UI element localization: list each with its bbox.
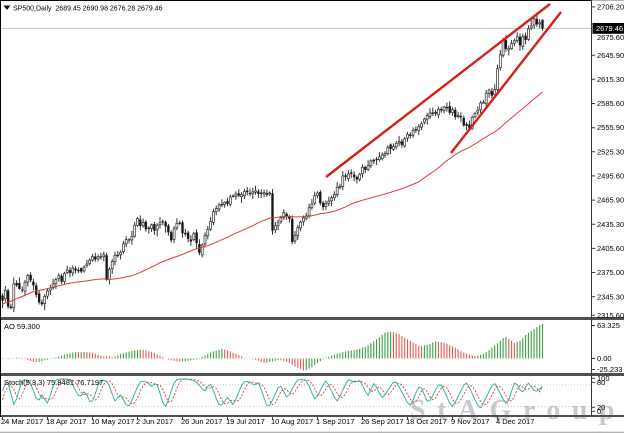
svg-text:63.325: 63.325: [597, 321, 620, 330]
svg-text:Stoch(5,3,3) 75.8481 76.7197: Stoch(5,3,3) 75.8481 76.7197: [4, 378, 103, 387]
svg-text:2405.60: 2405.60: [597, 244, 624, 253]
svg-text:2645.90: 2645.90: [597, 51, 624, 60]
svg-text:9 Nov 2017: 9 Nov 2017: [451, 417, 489, 426]
svg-text:4 Dec 2017: 4 Dec 2017: [496, 417, 534, 426]
svg-text:-25.233: -25.233: [597, 365, 622, 374]
svg-text:24 Mar 2017: 24 Mar 2017: [1, 417, 43, 426]
svg-text:0.00: 0.00: [597, 354, 612, 363]
svg-text:20: 20: [597, 403, 605, 412]
svg-text:18 Oct 2017: 18 Oct 2017: [406, 417, 447, 426]
svg-text:26 Sep 2017: 26 Sep 2017: [361, 417, 404, 426]
svg-text:2555.90: 2555.90: [597, 123, 624, 132]
svg-text:18 Apr 2017: 18 Apr 2017: [46, 417, 86, 426]
svg-text:0: 0: [597, 407, 601, 416]
svg-text:1 Sep 2017: 1 Sep 2017: [316, 417, 354, 426]
svg-text:2615.30: 2615.30: [597, 75, 624, 84]
svg-text:80: 80: [597, 378, 605, 387]
svg-text:2525.30: 2525.30: [597, 147, 624, 156]
svg-text:2315.60: 2315.60: [597, 311, 624, 320]
svg-text:2465.90: 2465.90: [597, 196, 624, 205]
svg-text:19 Jul 2017: 19 Jul 2017: [226, 417, 265, 426]
svg-text:2679.46: 2679.46: [596, 24, 623, 33]
svg-text:2585.60: 2585.60: [597, 99, 624, 108]
svg-text:2706.20: 2706.20: [597, 3, 624, 12]
svg-text:SP500,Daily 2689.45 2690.98 2: SP500,Daily 2689.45 2690.98 2676.28 2679…: [13, 6, 163, 13]
svg-text:2435.30: 2435.30: [597, 220, 624, 229]
svg-text:2 Jun 2017: 2 Jun 2017: [136, 417, 173, 426]
svg-text:2675.60: 2675.60: [597, 33, 624, 42]
svg-text:10 May 2017: 10 May 2017: [91, 417, 134, 426]
svg-text:10 Aug 2017: 10 Aug 2017: [271, 417, 313, 426]
svg-text:2495.60: 2495.60: [597, 172, 624, 181]
svg-text:100: 100: [597, 374, 610, 383]
svg-text:StAGroup: StAGroup: [410, 395, 624, 426]
svg-text:AO 59.300: AO 59.300: [4, 322, 40, 331]
svg-text:26 Jun 2017: 26 Jun 2017: [181, 417, 222, 426]
svg-text:2375.00: 2375.00: [597, 268, 624, 277]
svg-text:2345.30: 2345.30: [597, 292, 624, 301]
